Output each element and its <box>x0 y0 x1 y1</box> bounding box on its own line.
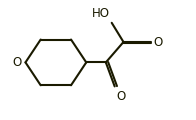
Text: O: O <box>117 90 126 103</box>
Text: O: O <box>12 56 22 69</box>
Text: O: O <box>154 36 163 48</box>
Text: HO: HO <box>92 7 110 20</box>
